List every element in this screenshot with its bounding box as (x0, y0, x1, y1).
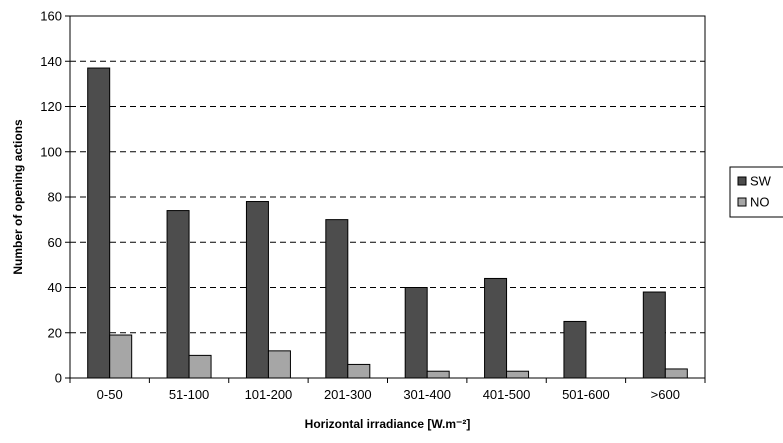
bar-sw-2 (166, 210, 190, 379)
bar-no-5 (426, 370, 450, 379)
bar-no-8 (664, 368, 688, 379)
bar-sw-7 (563, 320, 587, 379)
bar-no-6 (506, 370, 530, 379)
bar-sw-6 (484, 277, 508, 379)
bar-no-4 (347, 363, 371, 379)
bar-sw-8 (642, 291, 666, 379)
x-axis-ticks: 0-50 51-100 101-200 201-300 301-400 401-500 50… (69, 378, 706, 402)
legend: SW NO (729, 166, 783, 218)
bar-sw-1 (87, 67, 111, 379)
y-axis-title: Number of opening actions (11, 119, 25, 275)
x-tick-label: 101-200 (245, 387, 293, 402)
legend-label-no: NO (750, 195, 770, 210)
bar-no-2 (188, 354, 212, 379)
x-tick-label: 501-600 (562, 387, 610, 402)
y-tick-label: 100 (40, 144, 62, 159)
x-tick-label: >600 (651, 387, 680, 402)
x-tick-label: 301-400 (403, 387, 451, 402)
y-tick-label: 160 (40, 9, 62, 24)
y-tick-label: 20 (48, 325, 62, 340)
legend-box (729, 166, 783, 218)
bar-no-3 (267, 350, 291, 379)
bars (87, 67, 688, 379)
x-axis-title: Horizontal irradiance [W.m⁻²] (305, 417, 471, 431)
bar-sw-5 (404, 287, 428, 379)
y-tick-label: 60 (48, 235, 62, 250)
y-axis-ticks: 0 20 40 60 80 100 120 140 160 (40, 9, 70, 386)
bar-no-1 (109, 334, 133, 379)
x-tick-label: 51-100 (169, 387, 209, 402)
gridlines (70, 60, 705, 334)
y-tick-label: 80 (48, 190, 62, 205)
bar-sw-4 (325, 219, 349, 379)
y-tick-label: 40 (48, 280, 62, 295)
legend-swatch-no (737, 197, 747, 207)
x-tick-label: 401-500 (483, 387, 531, 402)
x-tick-label: 201-300 (324, 387, 372, 402)
y-tick-label: 0 (55, 371, 62, 386)
y-tick-label: 120 (40, 99, 62, 114)
legend-label-sw: SW (750, 174, 772, 189)
legend-swatch-sw (737, 176, 747, 186)
x-tick-label: 0-50 (97, 387, 123, 402)
bar-sw-3 (245, 201, 269, 379)
y-tick-label: 140 (40, 54, 62, 69)
